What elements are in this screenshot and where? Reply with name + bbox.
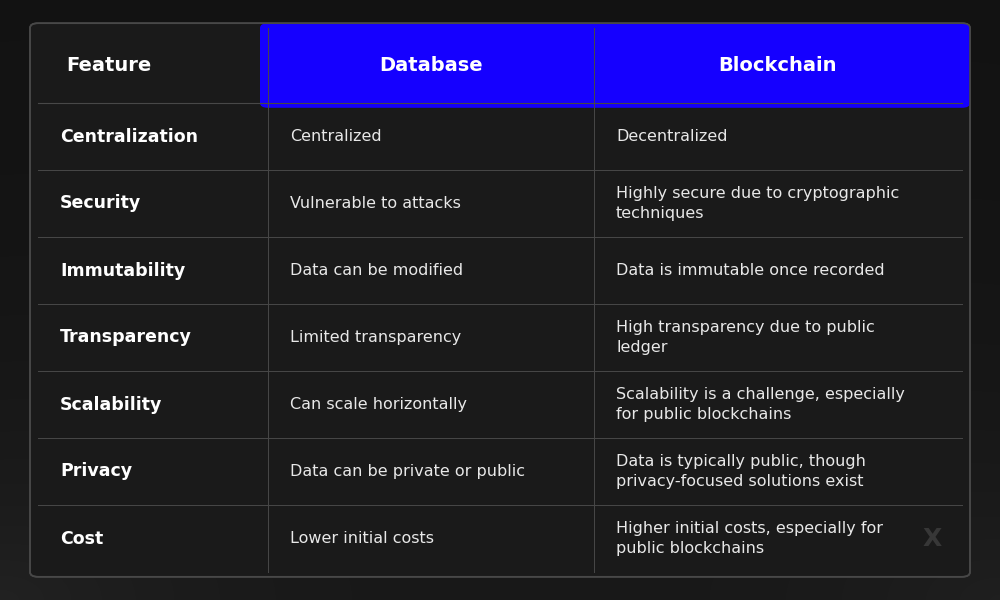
Text: High transparency due to public
ledger: High transparency due to public ledger: [616, 320, 875, 355]
Text: Limited transparency: Limited transparency: [290, 330, 461, 345]
Text: Database: Database: [379, 56, 483, 75]
Text: Data can be modified: Data can be modified: [290, 263, 463, 278]
Text: Blockchain: Blockchain: [719, 56, 837, 75]
Text: Scalability is a challenge, especially
for public blockchains: Scalability is a challenge, especially f…: [616, 387, 905, 422]
Text: Vulnerable to attacks: Vulnerable to attacks: [290, 196, 461, 211]
FancyBboxPatch shape: [260, 23, 970, 108]
Text: Lower initial costs: Lower initial costs: [290, 531, 434, 546]
Text: Decentralized: Decentralized: [616, 129, 728, 144]
Bar: [268, 73, 962, 103]
Text: Immutability: Immutability: [60, 262, 185, 280]
Text: Data is typically public, though
privacy-focused solutions exist: Data is typically public, though privacy…: [616, 454, 866, 489]
Text: Cost: Cost: [60, 529, 103, 547]
Text: X: X: [922, 527, 942, 551]
Text: Feature: Feature: [66, 56, 151, 75]
Text: Centralization: Centralization: [60, 127, 198, 145]
Text: Transparency: Transparency: [60, 329, 192, 346]
Text: Highly secure due to cryptographic
techniques: Highly secure due to cryptographic techn…: [616, 186, 899, 221]
Text: Higher initial costs, especially for
public blockchains: Higher initial costs, especially for pub…: [616, 521, 883, 556]
Text: Data is immutable once recorded: Data is immutable once recorded: [616, 263, 885, 278]
Text: Can scale horizontally: Can scale horizontally: [290, 397, 467, 412]
Text: Privacy: Privacy: [60, 463, 132, 481]
Text: Security: Security: [60, 194, 141, 212]
FancyBboxPatch shape: [30, 23, 970, 577]
Text: Centralized: Centralized: [290, 129, 382, 144]
Text: Data can be private or public: Data can be private or public: [290, 464, 525, 479]
Text: Scalability: Scalability: [60, 395, 162, 413]
